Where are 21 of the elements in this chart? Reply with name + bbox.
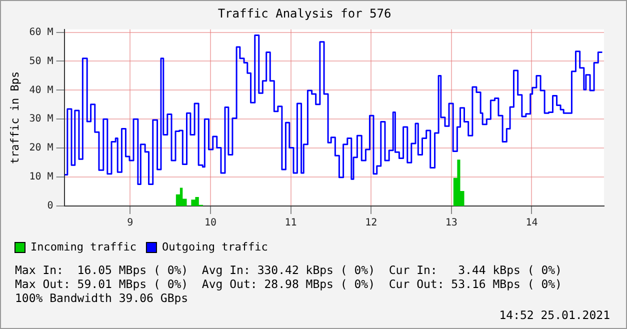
text: Max Out: 59.01 MBps ( 0%) Avg Out: 28.98 MBps ( 0%) Cur Out: 53.16 MBps ( 0%)	[15, 277, 563, 291]
x-tick-label: 14	[526, 218, 538, 229]
y-tick-label: 20 M	[29, 142, 54, 154]
x-tick-label: 12	[365, 218, 378, 229]
legend-label: Outgoing traffic	[162, 240, 268, 254]
y-axis-title: traffic in Bps	[8, 71, 22, 164]
legend-label: Incoming traffic	[30, 240, 136, 254]
text: 100% Bandwidth 39.06 GBps	[15, 291, 190, 305]
y-tick-label: 60 M	[29, 26, 54, 38]
y-tick-label: 50 M	[29, 56, 54, 67]
text: Max In: 16.05 MBps ( 0%) Avg In: 330.42 kBps ( 0%) Cur In: 3.44 kBps ( 0%)	[15, 263, 563, 277]
x-tick-label: 13	[445, 218, 458, 229]
y-tick-label: 10 M	[29, 172, 54, 183]
y-tick-label: 40 M	[29, 84, 54, 96]
y-tick-label: 0	[47, 200, 54, 212]
x-tick-label: 10	[204, 218, 216, 229]
chart-title: Traffic Analysis for 576	[218, 6, 392, 20]
x-tick-label: 11	[284, 218, 297, 229]
text: 14:52 25.01.2021	[499, 308, 610, 322]
x-tick-label: 9	[127, 218, 134, 229]
y-tick-label: 30 M	[29, 114, 54, 125]
